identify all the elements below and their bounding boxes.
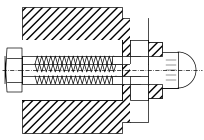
- Polygon shape: [22, 76, 140, 84]
- Polygon shape: [130, 100, 148, 122]
- Polygon shape: [22, 40, 122, 100]
- Polygon shape: [22, 7, 130, 133]
- Polygon shape: [22, 40, 122, 56]
- Polygon shape: [148, 42, 162, 56]
- Polygon shape: [162, 52, 178, 88]
- Polygon shape: [130, 64, 148, 76]
- Polygon shape: [162, 52, 178, 88]
- Polygon shape: [130, 76, 148, 84]
- Polygon shape: [22, 56, 140, 64]
- Polygon shape: [148, 84, 162, 98]
- Polygon shape: [22, 84, 122, 100]
- Polygon shape: [112, 56, 122, 64]
- Polygon shape: [5, 48, 22, 92]
- Polygon shape: [112, 76, 122, 84]
- Polygon shape: [148, 42, 162, 98]
- Polygon shape: [130, 56, 148, 64]
- Polygon shape: [130, 18, 148, 122]
- Polygon shape: [130, 18, 148, 40]
